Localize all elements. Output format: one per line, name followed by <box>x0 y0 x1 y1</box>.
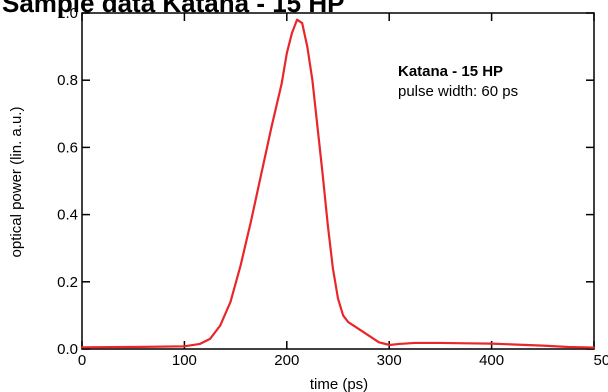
data-point-0-9 <box>260 173 263 176</box>
data-point-0-30 <box>398 343 401 345</box>
data-point-0-22 <box>337 297 339 300</box>
data-point-0-1 <box>132 346 135 348</box>
data-point-0-12 <box>285 52 288 55</box>
data-point-0-38 <box>593 346 595 349</box>
y-tick-label-0.4: 0.4 <box>57 207 78 224</box>
data-point-0-5 <box>219 324 222 327</box>
data-point-0-11 <box>280 82 283 85</box>
data-point-0-19 <box>321 173 324 176</box>
y-tick-label-1: 1.0 <box>57 5 78 22</box>
ticks-layer <box>81 12 595 350</box>
y-tick-label-0.8: 0.8 <box>57 72 78 89</box>
data-point-0-29 <box>388 344 391 346</box>
x-tick-label-0: 0 <box>78 352 86 369</box>
y-axis-label: optical power (lin. a.u.) <box>8 107 25 258</box>
data-point-0-10 <box>270 126 273 129</box>
data-point-0-26 <box>357 327 360 330</box>
x-tick-label-500: 500 <box>593 352 608 369</box>
data-point-0-36 <box>541 344 544 347</box>
data-point-0-28 <box>378 341 380 344</box>
annotation-subtitle: pulse width: 60 ps <box>398 83 518 100</box>
x-tick-label-100: 100 <box>172 352 197 369</box>
data-point-0-35 <box>516 343 519 346</box>
data-point-0-18 <box>316 126 319 129</box>
data-point-0-6 <box>229 301 232 303</box>
data-point-0-2 <box>183 345 186 348</box>
data-point-0-7 <box>239 264 242 266</box>
data-point-0-34 <box>490 342 493 345</box>
plot-border <box>81 12 595 350</box>
y-tick-label-0.6: 0.6 <box>57 139 78 156</box>
x-axis-label: time (ps) <box>310 376 368 392</box>
data-point-0-24 <box>347 321 350 324</box>
data-point-0-0 <box>81 346 83 349</box>
data-point-0-25 <box>352 324 355 327</box>
plot-frame <box>81 12 595 350</box>
data-point-0-8 <box>250 220 252 223</box>
data-point-0-32 <box>439 342 442 344</box>
data-point-0-27 <box>367 334 370 337</box>
series-layer <box>81 18 595 349</box>
x-tick-label-300: 300 <box>377 352 402 369</box>
data-point-0-21 <box>331 267 334 270</box>
chart-title: Sample data Katana - 15 HP <box>2 0 344 18</box>
x-tick-label-400: 400 <box>479 352 504 369</box>
data-point-0-16 <box>306 45 309 48</box>
data-point-0-31 <box>413 342 416 344</box>
data-point-0-14 <box>296 18 298 21</box>
x-tick-label-200: 200 <box>274 352 299 369</box>
annotation-title: Katana - 15 HP <box>398 63 503 80</box>
data-point-0-37 <box>567 346 570 348</box>
data-point-0-3 <box>198 343 201 345</box>
data-point-0-33 <box>465 342 467 345</box>
data-point-0-17 <box>311 79 314 82</box>
y-tick-label-0: 0.0 <box>57 341 78 358</box>
data-point-0-15 <box>301 22 304 24</box>
data-point-0-23 <box>342 314 345 317</box>
data-point-0-13 <box>291 32 293 35</box>
data-point-0-4 <box>209 338 211 340</box>
data-point-0-20 <box>326 223 329 226</box>
y-tick-label-0.2: 0.2 <box>57 274 78 291</box>
tick-labels-layer: 0 100 200 300 400 500 0.0 0.2 0.4 0.6 0.8 1.0 <box>57 5 608 369</box>
